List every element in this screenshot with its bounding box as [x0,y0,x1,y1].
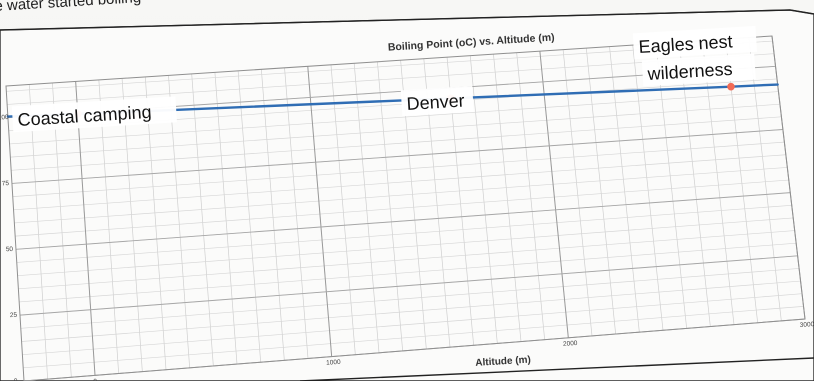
grid-minor-x [121,78,143,372]
grid-minor-y [17,217,794,276]
grid-minor-x [585,48,617,335]
grid-minor-x [98,79,120,374]
grid-minor-y [16,204,792,263]
grid-minor-y [13,154,786,211]
chart-axes [5,35,806,381]
grid-major-y-3 [11,129,783,184]
annotation-eagles-nest-line2-background [641,53,756,87]
grid-minor-y [22,293,803,355]
grid-major-x-2 [539,51,569,338]
plot-border [5,35,806,381]
grid-minor-x [284,67,309,359]
x-tick-label-1: 1000 [326,359,341,367]
grid-minor-x [330,64,356,355]
sheet-bottom-edge [299,357,814,381]
y-tick-label-0: 0 [14,378,18,381]
grid-minor-x [516,52,546,340]
grid-minor-y [15,179,789,237]
grid-minor-x [214,72,238,365]
data-point-2 [727,82,735,91]
grid-minor-y [21,280,801,342]
grid-minor-x [144,76,167,370]
annotation-eagles-nest-line2-group: wilderness [641,53,756,87]
x-tick-label-0: 0 [93,378,97,381]
annotation-eagles-nest-line1-background [632,25,758,60]
grid-minor-x [562,49,593,336]
annotation-coastal-camping-background [11,96,177,133]
x-tick-label-3: 3000 [800,321,814,329]
grid-minor-x [191,73,214,366]
grid-minor-y [19,242,797,303]
grid-minor-y [9,91,779,145]
annotation-denver-group: Denver [400,85,474,117]
annotation-coastal-camping-group: Coastal camping [11,96,177,133]
grid-minor-x [168,75,191,368]
grid-minor-x [493,54,522,342]
grid-minor-x [260,69,285,361]
grid-minor-y [10,103,780,158]
grid-minor-y [14,167,788,224]
grid-minor-x [632,45,664,331]
grid-minor-x [353,63,380,353]
x-axis-label: Altitude (m) [475,355,531,369]
y-tick-label-3: 75 [2,180,10,187]
grid-minor-x [28,84,49,380]
grid-minor-y [23,306,804,369]
grid-minor-x [377,61,404,351]
grid-major-y-1 [19,255,798,316]
grid-minor-y [20,268,800,329]
y-tick-label-4: 100 [0,114,9,122]
x-tick-label-2: 2000 [563,340,578,348]
grid-minor-x [609,46,640,333]
grid-minor-x [52,82,72,378]
annotation-denver-background [400,85,474,117]
grid-major-x-0 [75,81,96,376]
y-tick-label-2: 50 [6,246,14,253]
grid-minor-y [11,116,782,171]
grid-minor-x [469,55,498,344]
chart-labels: Boiling Point (oC) vs. Altitude (m)Altit… [0,25,814,381]
grid-minor-y [18,230,795,290]
sheet-top-edge [0,9,791,31]
annotation-denver: Denver [406,90,465,114]
chart-grid [6,35,806,381]
grid-minor-y [12,141,785,197]
grid-minor-x [655,43,688,329]
sheet-top-right-edge [789,9,814,15]
grid-major-x-1 [307,66,333,357]
grid-major-y-2 [15,192,791,250]
grid-minor-x [237,70,262,363]
y-tick-label-1: 25 [10,312,18,319]
annotation-eagles-nest-line1-group: Eagles nest [632,25,758,60]
